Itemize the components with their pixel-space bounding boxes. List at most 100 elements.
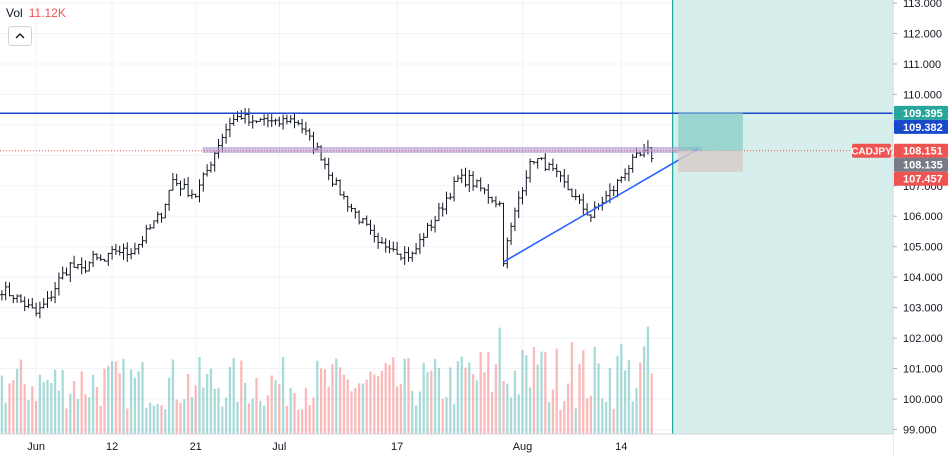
volume-bar xyxy=(506,383,509,434)
volume-bar xyxy=(156,404,159,434)
volume-bar xyxy=(91,374,95,434)
volume-bar xyxy=(202,387,205,434)
volume-bar xyxy=(84,394,87,434)
price-tick-label: 113.000 xyxy=(903,0,942,10)
volume-bar xyxy=(213,388,216,434)
volume-bar xyxy=(395,386,399,434)
volume-bar xyxy=(563,401,566,434)
volume-bar xyxy=(373,374,376,434)
volume-bar xyxy=(331,364,334,434)
volume-bar xyxy=(631,401,634,434)
volume-bar xyxy=(129,369,133,434)
volume-bar xyxy=(46,379,49,434)
volume-bar xyxy=(38,374,42,434)
volume-bar xyxy=(407,357,410,434)
volume-bar xyxy=(445,397,448,434)
volume-bar xyxy=(243,382,247,434)
volume-bar xyxy=(597,363,600,434)
target-zone xyxy=(678,112,743,151)
volume-bar xyxy=(137,371,140,434)
price-tick-label: 111.000 xyxy=(903,59,941,71)
time-tick-label: 12 xyxy=(106,441,118,453)
volume-bar xyxy=(471,374,475,434)
volume-bar xyxy=(627,359,631,434)
price-label-tag xyxy=(894,143,948,158)
collapse-button[interactable] xyxy=(8,26,32,46)
volume-bar xyxy=(281,356,285,434)
volume-bar xyxy=(483,372,486,434)
volume-bar xyxy=(57,390,61,434)
volume-legend-value: 11.12K xyxy=(28,6,66,20)
volume-bar xyxy=(357,383,361,434)
price-label-text: 108.151 xyxy=(903,146,943,158)
volume-bar xyxy=(525,355,528,434)
volume-bar xyxy=(297,409,300,434)
volume-bar xyxy=(198,356,201,434)
volume-bar xyxy=(148,402,152,434)
volume-bar xyxy=(612,408,615,434)
price-tick-label: 100.000 xyxy=(903,394,943,406)
volume-bar xyxy=(141,362,144,434)
volume-bar xyxy=(544,351,547,434)
volume-bar xyxy=(650,373,653,434)
volume-bar xyxy=(289,387,292,434)
volume-bar xyxy=(95,387,99,434)
volume-bar xyxy=(502,380,505,434)
trendline xyxy=(503,148,698,263)
volume-bar xyxy=(228,366,232,434)
volume-bar xyxy=(361,383,365,434)
volume-bar xyxy=(72,381,76,434)
volume-bar xyxy=(582,350,585,434)
volume-bar xyxy=(468,362,471,434)
volume-bar xyxy=(118,373,121,434)
time-tick-label: 17 xyxy=(391,441,403,453)
volume-bar xyxy=(559,409,562,434)
volume-bar xyxy=(300,409,304,434)
volume-bar xyxy=(449,367,452,434)
time-tick-label: 14 xyxy=(615,441,627,453)
volume-bar xyxy=(601,398,604,434)
volume-bar xyxy=(221,406,224,434)
volume-bar xyxy=(376,376,380,434)
price-tick-label: 105.000 xyxy=(903,242,943,254)
volume-bar xyxy=(266,395,270,434)
symbol-tag-label: CADJPY xyxy=(851,147,892,158)
volume-bar xyxy=(255,377,258,434)
volume-bar xyxy=(532,347,536,434)
volume-bar xyxy=(323,369,327,434)
volume-bar xyxy=(593,346,596,434)
volume-bar xyxy=(452,404,456,434)
volume-bar xyxy=(19,359,23,434)
volume-bar xyxy=(509,397,513,434)
volume-bar xyxy=(498,327,501,434)
volume-bar xyxy=(15,368,19,434)
volume-bar xyxy=(346,379,349,434)
price-tick-label: 101.000 xyxy=(903,364,943,376)
volume-bar xyxy=(114,361,118,434)
volume-bar xyxy=(578,363,581,434)
volume-bar xyxy=(133,377,137,434)
price-tick-label: 104.000 xyxy=(903,272,943,284)
volume-bar xyxy=(555,348,558,434)
volume-bar xyxy=(487,351,490,434)
volume-bar xyxy=(566,383,570,434)
volume-bar xyxy=(107,366,110,434)
volume-bar xyxy=(513,370,517,434)
price-label-tag xyxy=(894,119,948,134)
volume-bar xyxy=(205,374,209,434)
volume-bar xyxy=(103,368,106,434)
volume-bar xyxy=(411,390,414,434)
volume-bar xyxy=(4,402,7,434)
volume-bar xyxy=(422,362,425,434)
volume-bar xyxy=(171,359,175,434)
volume-bar xyxy=(122,358,125,434)
volume-bar xyxy=(65,408,68,434)
volume-bar xyxy=(475,380,479,434)
price-tick-label: 112.000 xyxy=(903,29,942,41)
volume-bar xyxy=(316,360,319,434)
volume-bar xyxy=(42,382,45,434)
price-label-text: 108.135 xyxy=(903,160,943,172)
volume-bar xyxy=(145,407,148,434)
volume-legend-label: Vol xyxy=(6,6,23,20)
